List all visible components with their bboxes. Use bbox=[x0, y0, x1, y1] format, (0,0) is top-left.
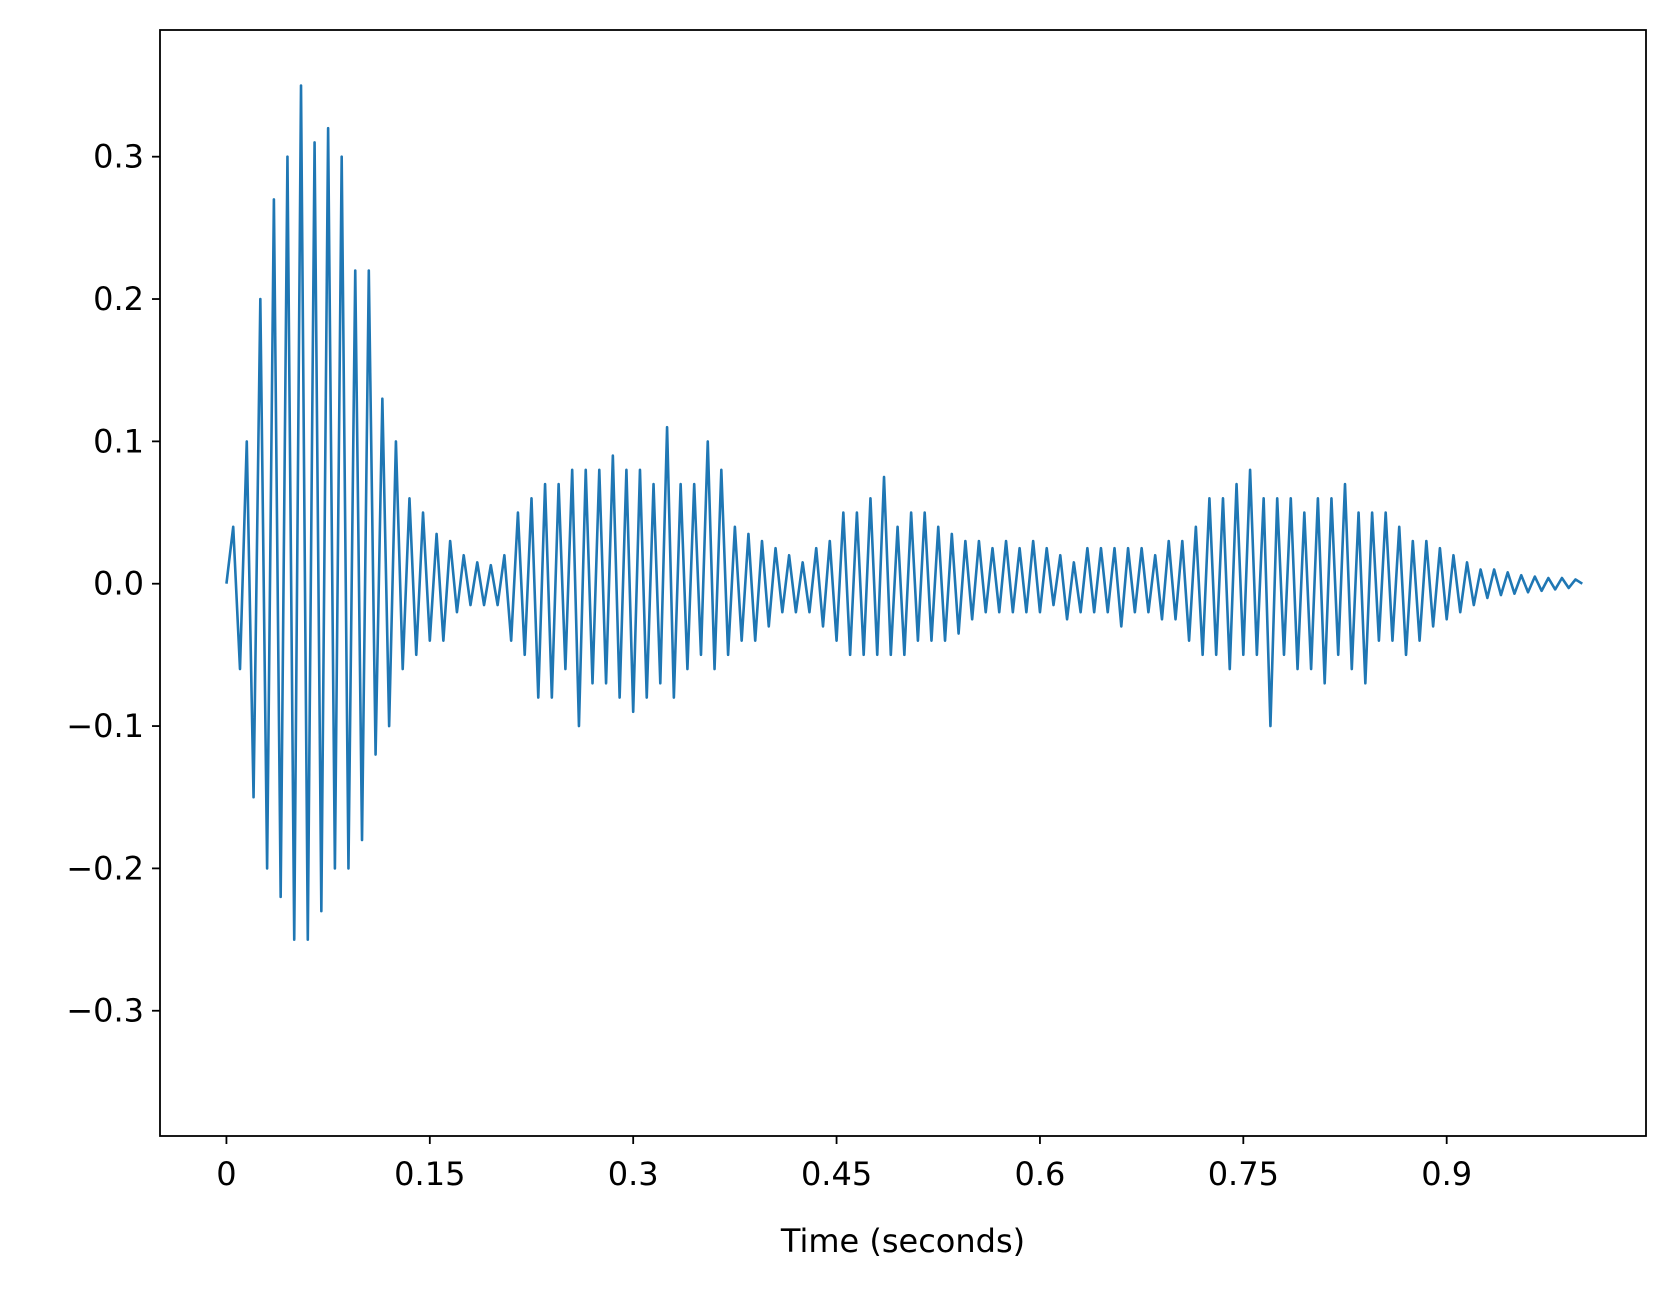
y-tick-label: 0.2 bbox=[93, 280, 144, 318]
x-tick-label: 0.15 bbox=[394, 1155, 465, 1193]
x-tick-label: 0.3 bbox=[608, 1155, 659, 1193]
x-axis-label: Time (seconds) bbox=[780, 1222, 1025, 1260]
y-tick-label: 0.0 bbox=[93, 565, 144, 603]
y-tick-label: 0.3 bbox=[93, 138, 144, 176]
y-tick-label: −0.1 bbox=[66, 707, 144, 745]
x-tick-label: 0.45 bbox=[801, 1155, 872, 1193]
waveform-line bbox=[225, 84, 1583, 941]
x-tick-label: 0 bbox=[216, 1155, 236, 1193]
y-tick-label: 0.1 bbox=[93, 422, 144, 460]
x-tick-label: 0.75 bbox=[1208, 1155, 1279, 1193]
x-tick-label: 0.9 bbox=[1421, 1155, 1472, 1193]
y-tick-label: −0.3 bbox=[66, 992, 144, 1030]
y-tick-label: −0.2 bbox=[66, 849, 144, 887]
x-tick-label: 0.6 bbox=[1014, 1155, 1065, 1193]
